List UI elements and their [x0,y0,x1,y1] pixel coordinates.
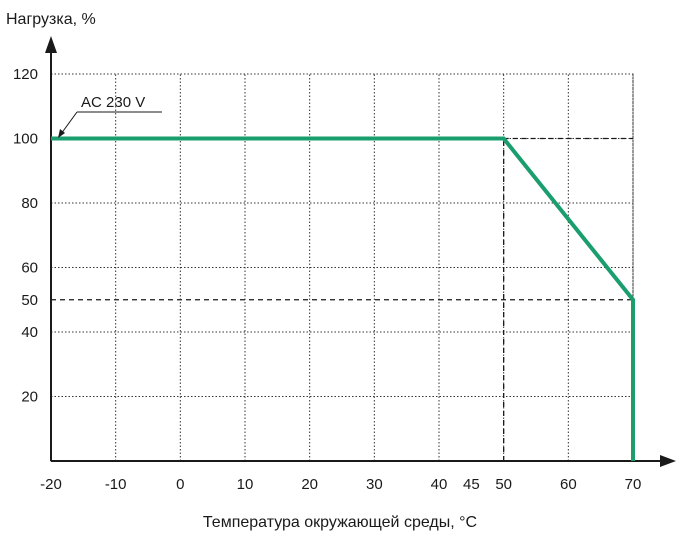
y-tick-label: 40 [21,324,38,341]
axes [45,36,676,467]
x-axis-title: Температура окружающей среды, °C [203,514,477,531]
x-tick-label: -10 [105,476,127,493]
x-tick-label: 70 [625,476,642,493]
annotation-leader [60,111,78,135]
x-tick-label: 30 [366,476,383,493]
y-tick-label: 80 [21,195,38,212]
grid [50,73,634,462]
x-tick-label: 50 [495,476,512,493]
y-tick-label: 100 [13,131,38,148]
x-axis-arrow [660,455,676,467]
annotation-arrowhead [58,129,65,138]
y-axis-arrow [45,36,57,53]
y-tick-label: 120 [13,66,38,83]
series-line [51,136,635,461]
y-tick-label: 20 [21,389,38,406]
y-tick-label: 60 [21,260,38,277]
x-tick-label: 0 [176,476,184,493]
x-tick-label: 60 [560,476,577,493]
y-tick-label: 50 [21,292,38,309]
x-tick-label: 20 [301,476,318,493]
x-tick-label: 40 [431,476,448,493]
annotation: AC 230 V [58,94,162,138]
x-tick-labels: -20 -10 0 10 20 30 40 45 50 60 70 [40,476,641,493]
reference-lines [51,137,633,461]
y-tick-labels: 20 40 50 60 80 100 120 [13,66,38,406]
y-axis-title: Нагрузка, % [6,11,96,28]
x-tick-label: 10 [237,476,254,493]
x-tick-label: -20 [40,476,62,493]
x-tick-label: 45 [463,476,480,493]
series [51,136,635,461]
annotation-label: AC 230 V [81,94,145,111]
